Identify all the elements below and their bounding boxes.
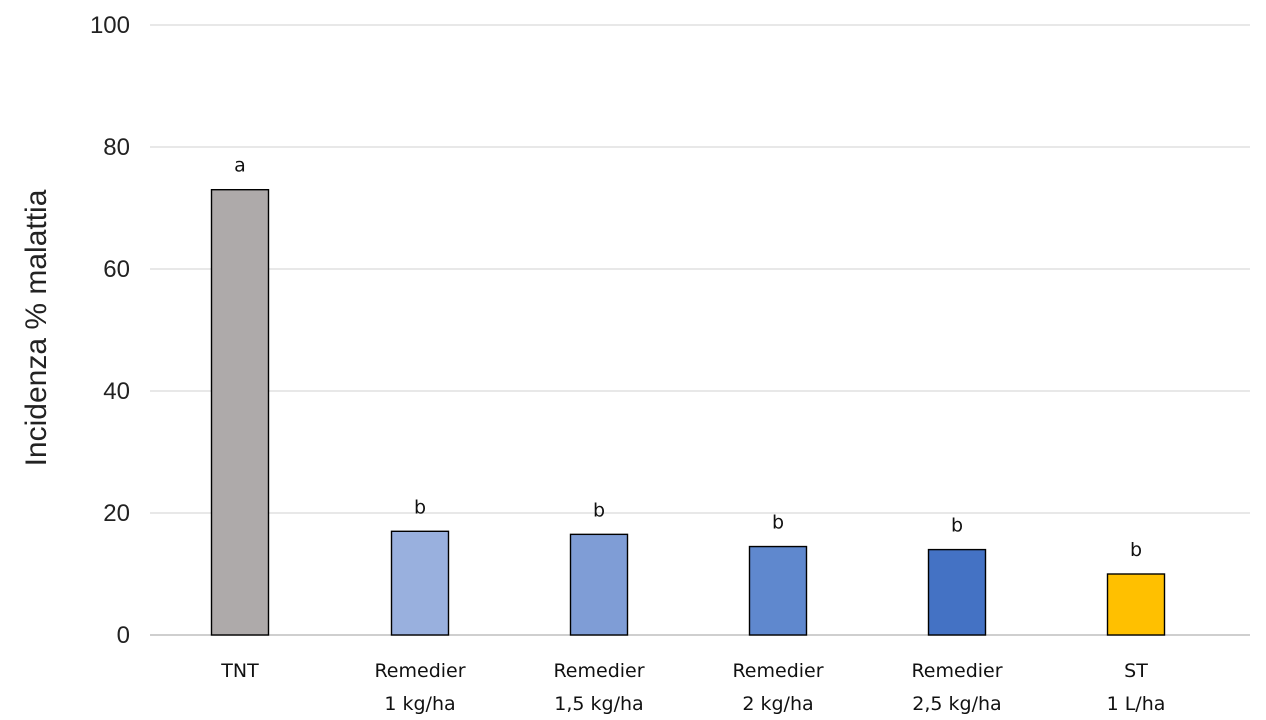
gridlines — [150, 24, 1250, 636]
bar — [210, 188, 270, 636]
x-axis-categories: TNT Remedier 1 kg/ha Remedier 1,5 kg/ha Remed… — [220, 660, 1165, 715]
x-tick-label: 2 kg/ha — [742, 693, 813, 715]
y-tick-label: 40 — [103, 378, 130, 405]
bar — [927, 548, 987, 636]
significance-letter: a — [234, 155, 246, 177]
bar — [748, 545, 808, 636]
x-tick-label: 1 kg/ha — [384, 693, 455, 715]
y-tick-label: 80 — [103, 134, 130, 161]
x-tick-label: Remedier — [553, 660, 644, 682]
significance-letter: b — [951, 515, 963, 537]
y-tick-label: 20 — [103, 500, 130, 527]
significance-letter: b — [772, 512, 784, 534]
y-axis-ticks: 0 20 40 60 80 100 — [90, 12, 130, 649]
y-tick-label: 0 — [117, 622, 130, 649]
y-axis-title: Incidenza % malattia — [20, 189, 53, 466]
bar — [1106, 573, 1166, 636]
x-tick-label: 1 L/ha — [1107, 693, 1166, 715]
x-tick-label: Remedier — [911, 660, 1002, 682]
x-tick-label: Remedier — [374, 660, 465, 682]
y-tick-label: 100 — [90, 12, 130, 39]
x-tick-label: 1,5 kg/ha — [554, 693, 643, 715]
x-tick-label: Remedier — [732, 660, 823, 682]
x-tick-label: 2,5 kg/ha — [912, 693, 1001, 715]
significance-letter: b — [414, 496, 426, 518]
x-tick-label: ST — [1124, 660, 1148, 682]
significance-letter: b — [1130, 539, 1142, 561]
x-tick-label: TNT — [220, 660, 259, 682]
significance-letters: a b b b b b — [234, 155, 1142, 561]
bars — [210, 188, 1166, 636]
bar — [390, 530, 450, 636]
significance-letter: b — [593, 499, 605, 521]
y-tick-label: 60 — [103, 256, 130, 283]
bar — [569, 533, 629, 636]
